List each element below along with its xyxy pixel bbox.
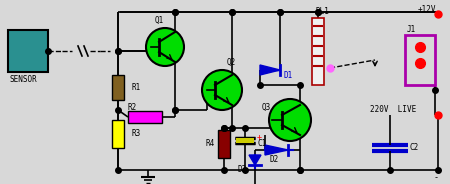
Text: R4: R4 [206, 139, 215, 148]
Bar [112, 75, 124, 100]
Polygon shape [265, 145, 288, 155]
Text: D3: D3 [237, 164, 246, 174]
Text: C1: C1 [257, 139, 266, 148]
Bar [312, 18, 324, 85]
Text: SENSOR: SENSOR [10, 75, 38, 84]
Bar [128, 111, 162, 123]
Circle shape [202, 70, 242, 110]
Bar [112, 120, 124, 148]
Bar [236, 138, 254, 143]
Circle shape [269, 99, 311, 141]
Polygon shape [260, 65, 280, 75]
Text: R1: R1 [132, 82, 141, 91]
Text: C2: C2 [410, 144, 419, 153]
Text: R2: R2 [128, 102, 137, 112]
Text: +12V: +12V [418, 6, 436, 15]
Text: R3: R3 [132, 130, 141, 139]
Text: Q3: Q3 [262, 102, 271, 112]
Bar [218, 130, 230, 158]
Bar [8, 30, 48, 72]
Text: J1: J1 [407, 24, 416, 33]
Circle shape [146, 28, 184, 66]
Text: -: - [434, 174, 439, 183]
Text: Q2: Q2 [227, 57, 236, 66]
Text: RL1: RL1 [316, 8, 330, 17]
Text: 220V  LIVE: 220V LIVE [370, 105, 416, 114]
Text: D1: D1 [283, 70, 292, 79]
Text: Q1: Q1 [155, 15, 164, 24]
Text: +: + [257, 134, 262, 142]
Text: D2: D2 [270, 155, 279, 164]
Bar [405, 35, 435, 85]
Polygon shape [249, 155, 261, 165]
